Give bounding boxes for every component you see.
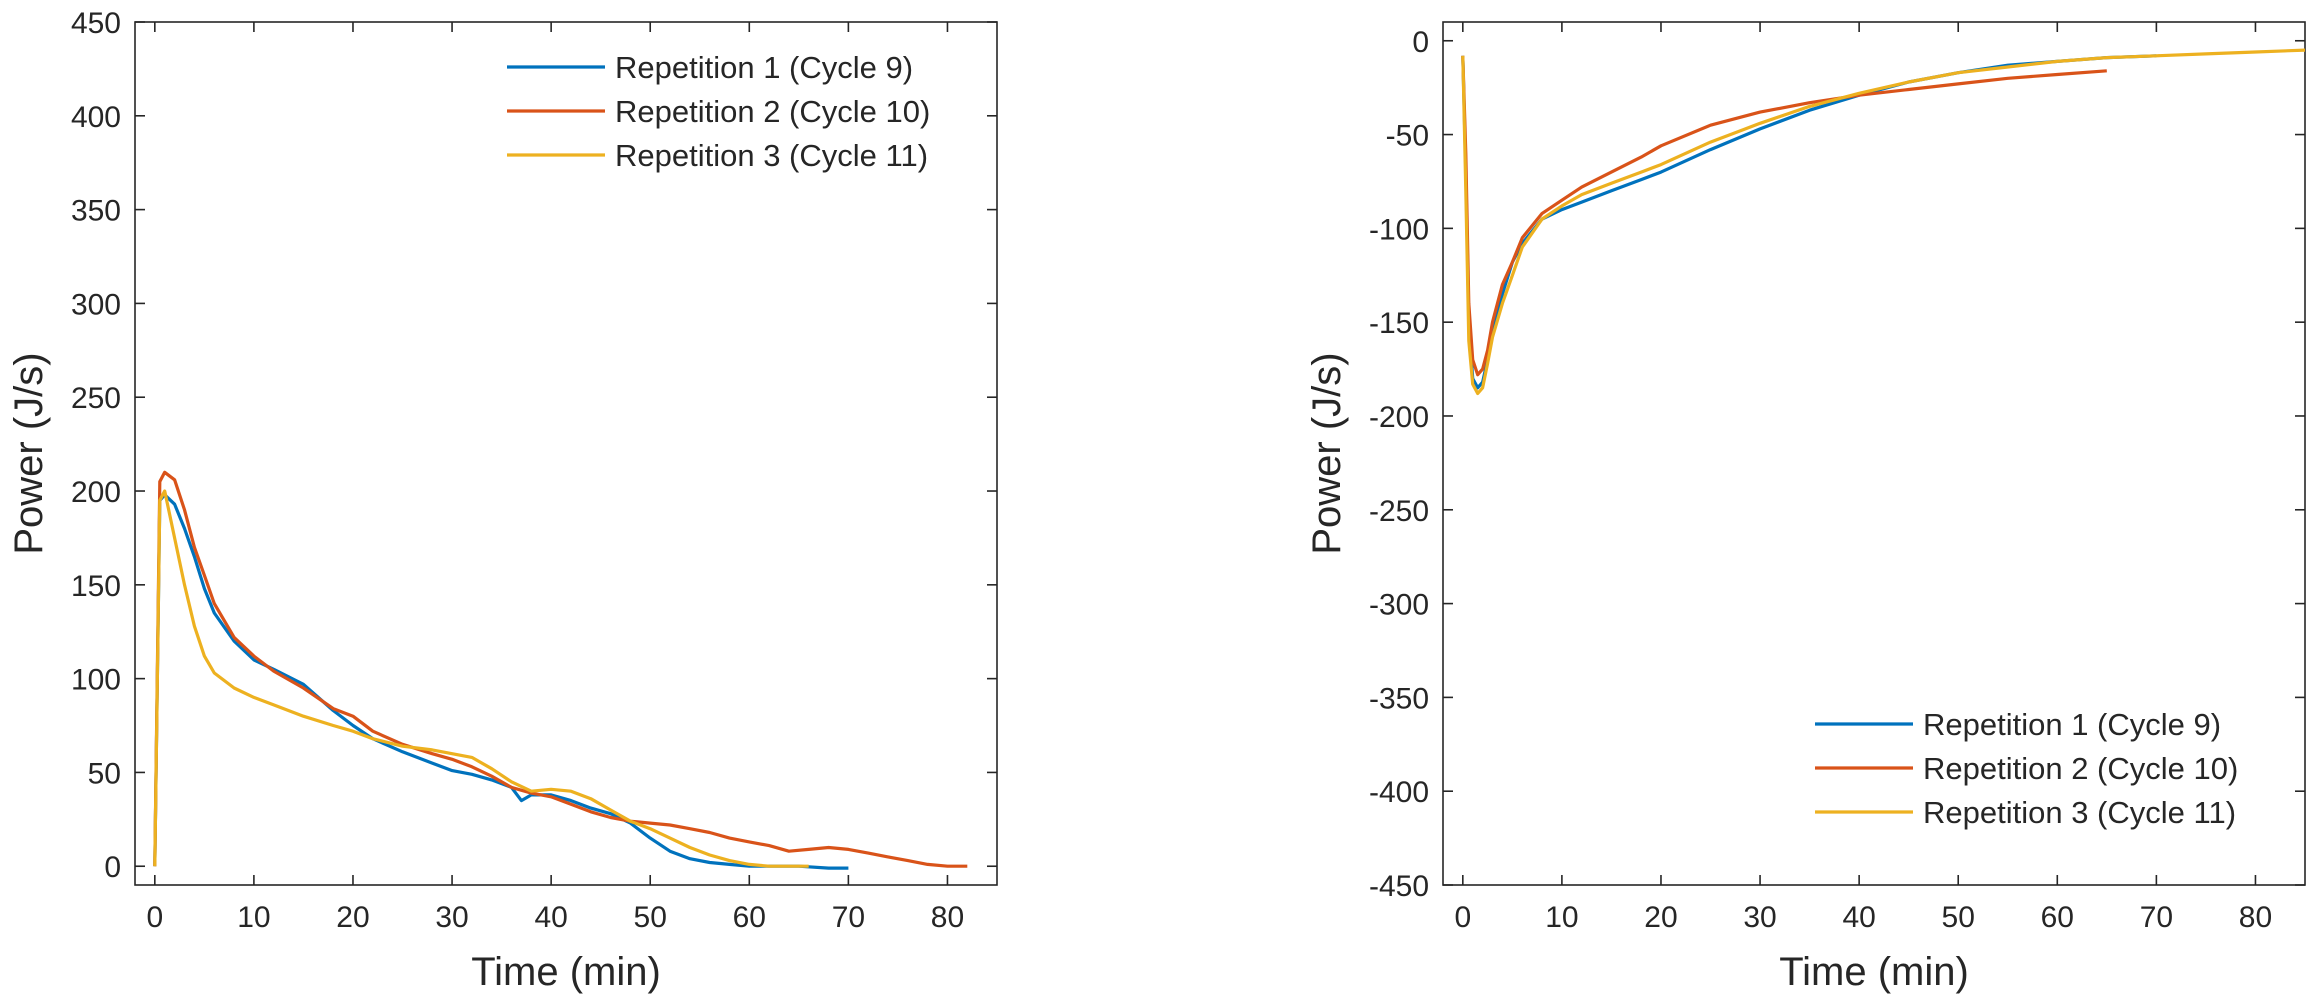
y-tick-label: 400 xyxy=(71,101,121,134)
legend-entry: Repetition 3 (Cycle 11) xyxy=(1923,795,2236,830)
y-tick-label: 150 xyxy=(71,570,121,603)
legend-entry: Repetition 1 (Cycle 9) xyxy=(615,50,913,85)
y-tick-label: 0 xyxy=(1412,26,1429,59)
y-tick-label: -150 xyxy=(1369,307,1429,340)
x-tick-label: 70 xyxy=(832,901,865,934)
y-axis-label: Power (J/s) xyxy=(7,352,51,554)
x-tick-label: 30 xyxy=(1743,901,1776,934)
x-axis-label: Time (min) xyxy=(471,950,661,994)
y-tick-label: -250 xyxy=(1369,495,1429,528)
x-tick-label: 80 xyxy=(2239,901,2272,934)
series-line-2 xyxy=(1461,55,2107,377)
x-tick-label: 0 xyxy=(146,901,163,934)
x-tick-label: 40 xyxy=(534,901,567,934)
y-tick-label: -400 xyxy=(1369,776,1429,809)
series-line-3 xyxy=(1461,48,2305,396)
legend-entry: Repetition 2 (Cycle 10) xyxy=(1923,751,2238,786)
x-tick-label: 0 xyxy=(1454,901,1471,934)
y-tick-label: -100 xyxy=(1369,213,1429,246)
x-tick-label: 10 xyxy=(237,901,270,934)
x-tick-label: 50 xyxy=(1942,901,1975,934)
y-tick-label: 200 xyxy=(71,476,121,509)
x-tick-label: 10 xyxy=(1545,901,1578,934)
legend-entry: Repetition 1 (Cycle 9) xyxy=(1923,707,2221,742)
y-tick-label: 100 xyxy=(71,664,121,697)
y-tick-label: 50 xyxy=(88,757,121,790)
x-axis-label: Time (min) xyxy=(1779,950,1969,994)
x-tick-label: 80 xyxy=(931,901,964,934)
x-tick-label: 30 xyxy=(435,901,468,934)
y-tick-label: 0 xyxy=(104,851,121,884)
series-line-1 xyxy=(153,493,849,870)
y-axis-label: Power (J/s) xyxy=(1305,352,1349,554)
y-tick-label: 250 xyxy=(71,382,121,415)
y-tick-label: -450 xyxy=(1369,870,1429,903)
y-tick-label: -200 xyxy=(1369,401,1429,434)
y-tick-label: 300 xyxy=(71,288,121,321)
series-line-2 xyxy=(153,470,968,868)
x-tick-label: 20 xyxy=(336,901,369,934)
x-tick-label: 70 xyxy=(2140,901,2173,934)
plot-frame xyxy=(1442,21,2306,886)
x-tick-label: 50 xyxy=(634,901,667,934)
y-tick-label: 450 xyxy=(71,7,121,40)
series-line-3 xyxy=(153,489,809,868)
legend-entry: Repetition 2 (Cycle 10) xyxy=(615,94,930,129)
legend-entry: Repetition 3 (Cycle 11) xyxy=(615,138,928,173)
y-tick-label: -50 xyxy=(1386,120,1429,153)
x-tick-label: 60 xyxy=(2041,901,2074,934)
y-tick-label: -300 xyxy=(1369,589,1429,622)
x-tick-label: 60 xyxy=(733,901,766,934)
y-tick-label: -350 xyxy=(1369,682,1429,715)
x-tick-label: 40 xyxy=(1842,901,1875,934)
x-tick-label: 20 xyxy=(1644,901,1677,934)
plot-frame xyxy=(134,21,998,886)
chart-left: 0 10 20 30 40 50 60 70 80 0 50 100 150 200 250 300 350 40… xyxy=(7,7,998,994)
chart-right: 0 10 20 30 40 50 60 70 80 0 -50 -100 -150 -200 -250 -30… xyxy=(1305,21,2306,994)
y-tick-label: 350 xyxy=(71,195,121,228)
